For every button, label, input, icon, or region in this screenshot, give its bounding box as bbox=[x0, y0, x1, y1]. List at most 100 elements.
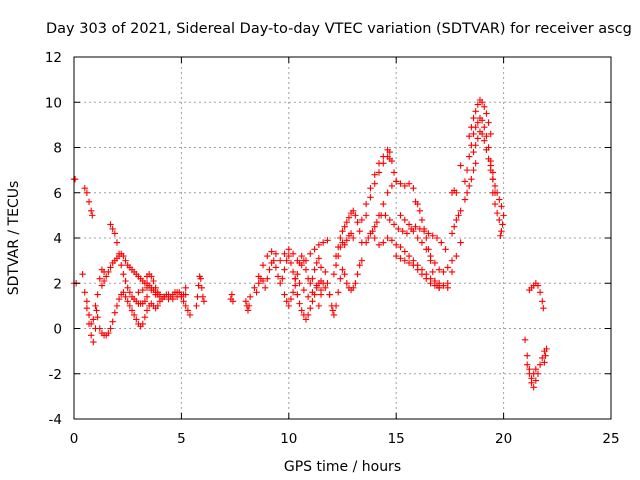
data-point bbox=[371, 171, 378, 178]
data-point bbox=[105, 329, 112, 337]
data-point bbox=[274, 273, 282, 280]
data-point bbox=[401, 248, 408, 255]
data-point bbox=[425, 246, 432, 253]
data-point bbox=[418, 239, 426, 246]
data-point bbox=[405, 259, 413, 267]
data-point bbox=[148, 273, 155, 280]
data-point bbox=[307, 250, 314, 258]
data-point bbox=[122, 277, 129, 285]
x-tick-label: 25 bbox=[602, 431, 619, 447]
data-point bbox=[83, 304, 91, 312]
data-point bbox=[322, 284, 329, 291]
data-point bbox=[272, 250, 280, 258]
data-point bbox=[468, 123, 475, 131]
data-point bbox=[259, 261, 267, 269]
data-point bbox=[362, 200, 370, 208]
data-point bbox=[120, 271, 127, 278]
data-point bbox=[463, 166, 471, 174]
chart-title: Day 303 of 2021, Sidereal Day-to-day VTE… bbox=[46, 21, 632, 37]
data-point bbox=[124, 284, 131, 291]
data-point bbox=[375, 169, 383, 176]
data-point bbox=[354, 218, 361, 226]
data-point bbox=[148, 286, 155, 294]
data-point bbox=[478, 130, 486, 138]
data-point bbox=[143, 293, 151, 301]
data-point bbox=[200, 298, 208, 305]
data-point bbox=[322, 268, 329, 276]
y-tick-label: 2 bbox=[53, 276, 62, 292]
data-point bbox=[330, 311, 338, 319]
data-point bbox=[541, 359, 548, 366]
data-point bbox=[352, 280, 359, 287]
data-point bbox=[468, 175, 475, 183]
data-point bbox=[184, 307, 192, 314]
data-point bbox=[281, 266, 288, 273]
data-point bbox=[150, 277, 157, 285]
data-point bbox=[429, 268, 436, 276]
data-point bbox=[182, 284, 189, 291]
data-point bbox=[356, 261, 363, 269]
data-point bbox=[287, 295, 295, 303]
data-point bbox=[453, 252, 460, 260]
data-point bbox=[294, 271, 301, 278]
data-point bbox=[89, 212, 96, 219]
data-point bbox=[491, 200, 499, 208]
data-point bbox=[315, 241, 323, 248]
data-point bbox=[461, 178, 469, 185]
data-point bbox=[96, 325, 103, 332]
data-point bbox=[242, 298, 250, 305]
data-point bbox=[283, 257, 290, 264]
data-point bbox=[423, 275, 430, 282]
data-point bbox=[440, 268, 447, 276]
data-point bbox=[152, 284, 159, 291]
data-point bbox=[126, 289, 134, 296]
data-point bbox=[369, 228, 376, 235]
data-point bbox=[302, 316, 310, 323]
data-point bbox=[466, 153, 473, 160]
data-point bbox=[264, 252, 271, 260]
data-point bbox=[143, 307, 151, 314]
data-point bbox=[272, 264, 280, 271]
data-point bbox=[130, 311, 138, 319]
data-point bbox=[289, 289, 297, 296]
data-point bbox=[380, 160, 387, 167]
data-point bbox=[194, 293, 201, 301]
data-point bbox=[528, 375, 535, 382]
data-point bbox=[169, 295, 177, 303]
data-point bbox=[83, 298, 91, 305]
data-point bbox=[440, 282, 447, 289]
data-point bbox=[401, 182, 408, 190]
y-tick-label: 6 bbox=[53, 186, 62, 202]
data-point bbox=[450, 223, 458, 230]
data-point bbox=[367, 185, 374, 192]
data-point bbox=[388, 182, 396, 190]
data-point bbox=[105, 268, 112, 276]
x-tick-label: 20 bbox=[495, 431, 512, 447]
data-point bbox=[87, 320, 95, 328]
data-point bbox=[309, 275, 316, 282]
data-point bbox=[380, 200, 387, 208]
data-point bbox=[198, 284, 206, 291]
data-point bbox=[313, 282, 320, 289]
data-point bbox=[79, 271, 86, 278]
data-point bbox=[122, 257, 129, 264]
data-point bbox=[228, 291, 236, 298]
data-point bbox=[371, 234, 378, 242]
data-point bbox=[498, 203, 505, 210]
data-point bbox=[350, 284, 357, 291]
data-point bbox=[154, 302, 161, 310]
data-point bbox=[481, 123, 488, 131]
data-point bbox=[94, 291, 101, 298]
data-point bbox=[107, 325, 114, 332]
y-tick-label: -4 bbox=[49, 412, 62, 428]
data-point bbox=[362, 239, 370, 246]
data-point bbox=[141, 313, 149, 321]
data-point bbox=[93, 307, 100, 314]
data-point bbox=[92, 302, 99, 310]
data-point bbox=[453, 216, 460, 224]
data-point bbox=[259, 277, 267, 285]
data-point bbox=[530, 370, 537, 377]
data-point bbox=[255, 273, 262, 280]
data-point bbox=[109, 225, 116, 233]
